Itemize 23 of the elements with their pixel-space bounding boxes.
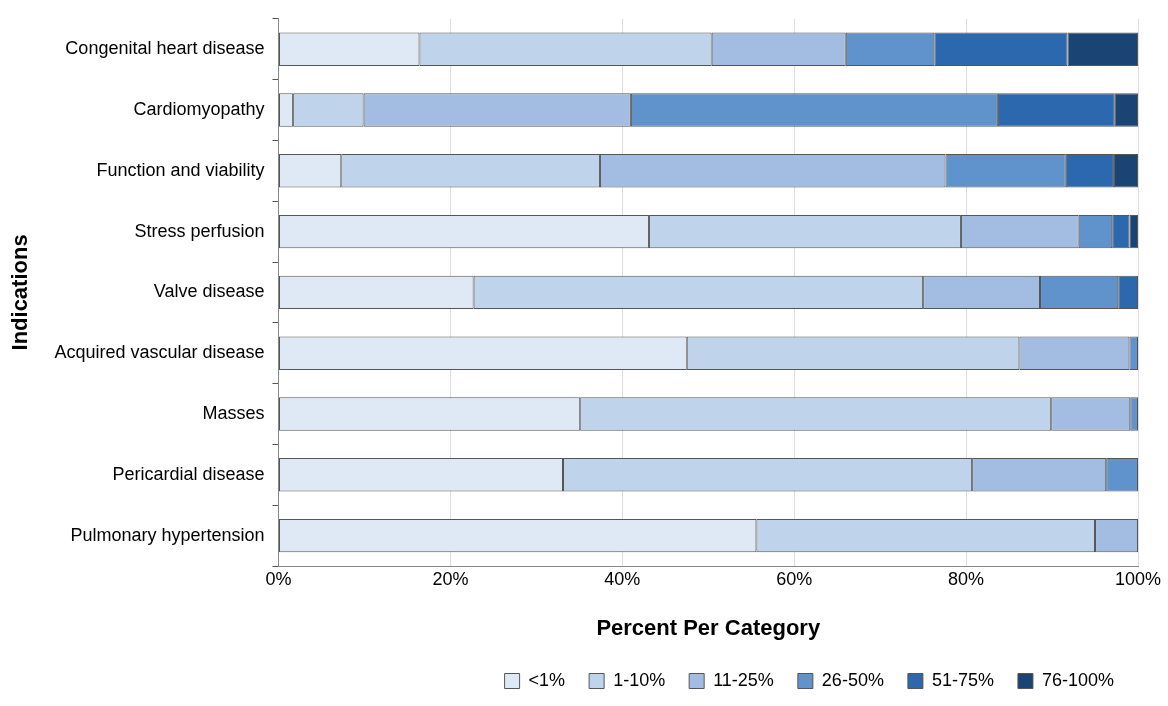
legend-label: 11-25% xyxy=(713,669,774,690)
y-tick-label: Stress perfusion xyxy=(134,220,265,241)
x-axis-title: Percent Per Category xyxy=(596,614,821,640)
x-tick-label: 40% xyxy=(604,568,641,589)
y-tick-label: Pulmonary hypertension xyxy=(70,524,265,545)
legend-label: 26-50% xyxy=(821,669,884,690)
legend-label: 51-75% xyxy=(931,669,994,690)
legend-label: <1% xyxy=(528,669,566,690)
y-tick-label: Valve disease xyxy=(153,281,265,302)
x-tick-label: 100% xyxy=(1114,568,1162,589)
y-tick-label: Acquired vascular disease xyxy=(54,342,265,363)
x-tick-label: 20% xyxy=(432,568,469,589)
legend-label: 1-10% xyxy=(613,669,666,690)
y-tick-label: Congenital heart disease xyxy=(65,38,265,59)
y-tick-label: Cardiomyopathy xyxy=(133,98,265,119)
y-axis-title: Indications xyxy=(7,234,33,351)
y-tick-label: Pericardial disease xyxy=(112,463,265,484)
x-tick-label: 60% xyxy=(776,568,813,589)
x-tick-label: 0% xyxy=(265,568,292,589)
legend-label: 76-100% xyxy=(1041,669,1115,690)
x-tick-label: 80% xyxy=(948,568,985,589)
y-tick-label: Function and viability xyxy=(96,159,265,180)
y-tick-label: Masses xyxy=(202,402,265,423)
